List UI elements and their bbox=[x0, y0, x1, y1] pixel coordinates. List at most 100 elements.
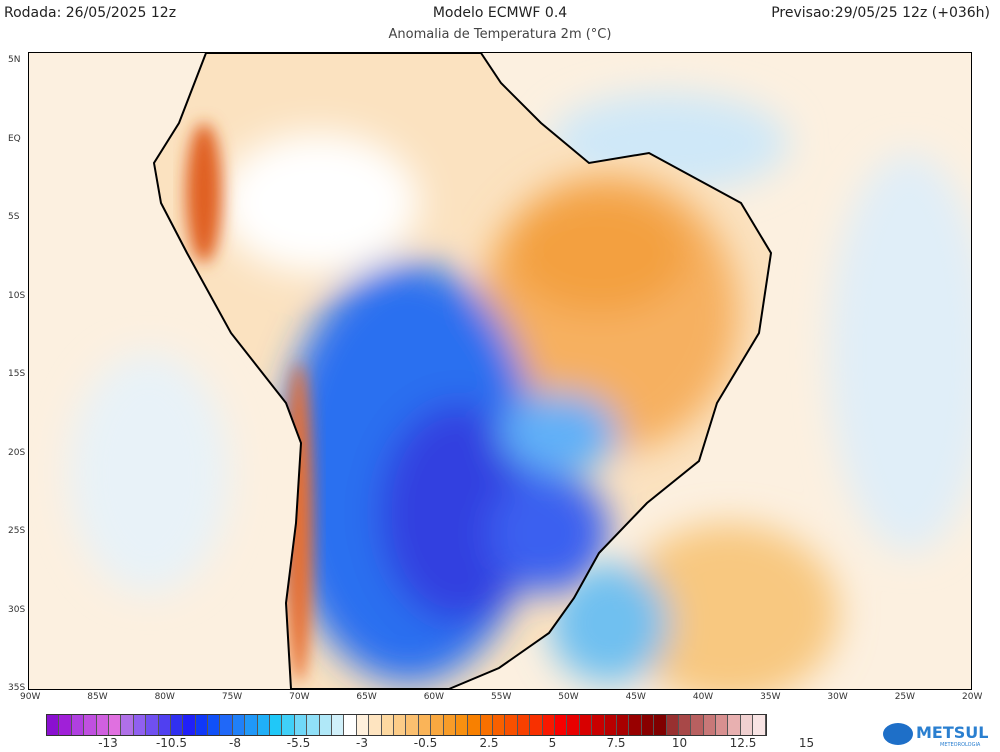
lat-label: 20S bbox=[8, 447, 26, 458]
colorbar-swatch bbox=[245, 715, 258, 735]
colorbar-swatch bbox=[270, 715, 283, 735]
colorbar-label: 12.5 bbox=[729, 736, 757, 750]
colorbar-swatch bbox=[71, 715, 85, 735]
colorbar-swatch bbox=[406, 715, 419, 735]
colorbar-label: 2.5 bbox=[479, 736, 499, 750]
colorbar-swatch bbox=[84, 715, 97, 735]
lon-label: 90W bbox=[20, 692, 41, 702]
colorbar-swatch bbox=[505, 715, 518, 735]
colorbar-swatch bbox=[282, 715, 295, 735]
lon-label: 70W bbox=[289, 692, 310, 702]
colorbar-label: -10.5 bbox=[155, 736, 188, 750]
lat-label: 30S bbox=[8, 604, 26, 615]
colorbar-swatch bbox=[170, 715, 184, 735]
run-date: Rodada: 26/05/2025 12z bbox=[4, 5, 177, 21]
colorbar-swatch bbox=[753, 715, 766, 735]
colorbar-swatch bbox=[542, 715, 556, 735]
colorbar-swatch bbox=[232, 715, 246, 735]
lon-label: 20W bbox=[962, 692, 983, 702]
colorbar-label: 15 bbox=[798, 736, 815, 750]
colorbar-label: -13 bbox=[98, 736, 118, 750]
colorbar-swatch bbox=[294, 715, 308, 735]
colorbar-swatch bbox=[431, 715, 444, 735]
colorbar-label: 5 bbox=[548, 736, 557, 750]
colorbar-swatch bbox=[468, 715, 481, 735]
colorbar-label: -0.5 bbox=[413, 736, 438, 750]
colorbar-swatch bbox=[443, 715, 456, 735]
lat-label: EQ bbox=[8, 133, 21, 144]
lon-label: 80W bbox=[154, 692, 175, 702]
lon-label: 85W bbox=[87, 692, 108, 702]
colorbar-swatch bbox=[530, 715, 543, 735]
lat-label: 10S bbox=[8, 290, 26, 301]
colorbar-swatch bbox=[356, 715, 370, 735]
svg-text:METSUL: METSUL bbox=[916, 723, 988, 742]
model-title: Modelo ECMWF 0.4 bbox=[432, 5, 568, 21]
lon-label: 35W bbox=[760, 692, 781, 702]
colorbar-swatch bbox=[691, 715, 704, 735]
metsul-logo: METSUL METEOROLOGIA bbox=[880, 718, 990, 748]
colorbar-swatch bbox=[555, 715, 568, 735]
lat-label: 15S bbox=[8, 369, 26, 379]
lon-label: 75W bbox=[221, 692, 243, 702]
colorbar-swatch bbox=[257, 715, 271, 735]
colorbar-label: -8 bbox=[229, 736, 241, 750]
colorbar-label: -5.5 bbox=[286, 736, 311, 750]
colorbar bbox=[46, 714, 767, 736]
colorbar-swatch bbox=[369, 715, 382, 735]
colorbar-swatch bbox=[344, 715, 357, 735]
colorbar-swatch bbox=[480, 715, 494, 735]
colorbar-swatch bbox=[517, 715, 531, 735]
colorbar-swatch bbox=[616, 715, 630, 735]
lon-label: 55W bbox=[491, 692, 512, 702]
colorbar-swatch bbox=[146, 715, 159, 735]
colorbar-swatch bbox=[567, 715, 580, 735]
colorbar-swatch bbox=[641, 715, 655, 735]
colorbar-swatch bbox=[220, 715, 233, 735]
colorbar-swatch bbox=[654, 715, 667, 735]
colorbar-swatch bbox=[740, 715, 754, 735]
colorbar-swatch bbox=[629, 715, 642, 735]
colorbar-swatch bbox=[455, 715, 469, 735]
colorbar-swatch bbox=[195, 715, 209, 735]
lon-label: 65W bbox=[356, 692, 377, 702]
ocean-anomalies bbox=[69, 93, 989, 703]
colorbar-swatch bbox=[319, 715, 332, 735]
lat-label: 35S bbox=[8, 683, 26, 693]
colorbar-swatch bbox=[666, 715, 679, 735]
colorbar-swatch bbox=[393, 715, 407, 735]
colorbar-swatch bbox=[579, 715, 593, 735]
lat-label: 25S bbox=[8, 526, 26, 536]
lat-label: 5N bbox=[8, 55, 21, 65]
colorbar-swatch bbox=[47, 715, 60, 735]
lon-label: 50W bbox=[558, 692, 579, 702]
colorbar-swatch bbox=[59, 715, 72, 735]
temperature-anomaly-map bbox=[28, 52, 989, 703]
colorbar-swatch bbox=[121, 715, 134, 735]
colorbar-swatch bbox=[604, 715, 617, 735]
lon-label: 45W bbox=[625, 692, 646, 702]
colorbar-swatch bbox=[728, 715, 741, 735]
forecast-time: Previsao:29/05/25 12z (+036h) bbox=[771, 5, 990, 21]
lon-label: 25W bbox=[894, 692, 916, 702]
lon-label: 60W bbox=[423, 692, 445, 702]
colorbar-swatch bbox=[592, 715, 605, 735]
colorbar-swatch bbox=[678, 715, 692, 735]
lon-label: 40W bbox=[692, 692, 714, 702]
colorbar-swatch bbox=[418, 715, 432, 735]
svg-text:METEOROLOGIA: METEOROLOGIA bbox=[940, 742, 981, 748]
colorbar-swatch bbox=[703, 715, 717, 735]
colorbar-swatch bbox=[133, 715, 147, 735]
colorbar-label: 7.5 bbox=[606, 736, 626, 750]
colorbar-label: 10 bbox=[671, 736, 688, 750]
map-subtitle: Anomalia de Temperatura 2m (°C) bbox=[388, 27, 612, 42]
colorbar-swatch bbox=[96, 715, 109, 735]
colorbar-swatch bbox=[307, 715, 320, 735]
colorbar-swatch bbox=[208, 715, 221, 735]
colorbar-swatch bbox=[183, 715, 196, 735]
colorbar-label: -3 bbox=[356, 736, 368, 750]
lat-label: 5S bbox=[8, 212, 20, 222]
colorbar-swatch bbox=[158, 715, 171, 735]
colorbar-swatch bbox=[381, 715, 394, 735]
colorbar-swatch bbox=[716, 715, 729, 735]
